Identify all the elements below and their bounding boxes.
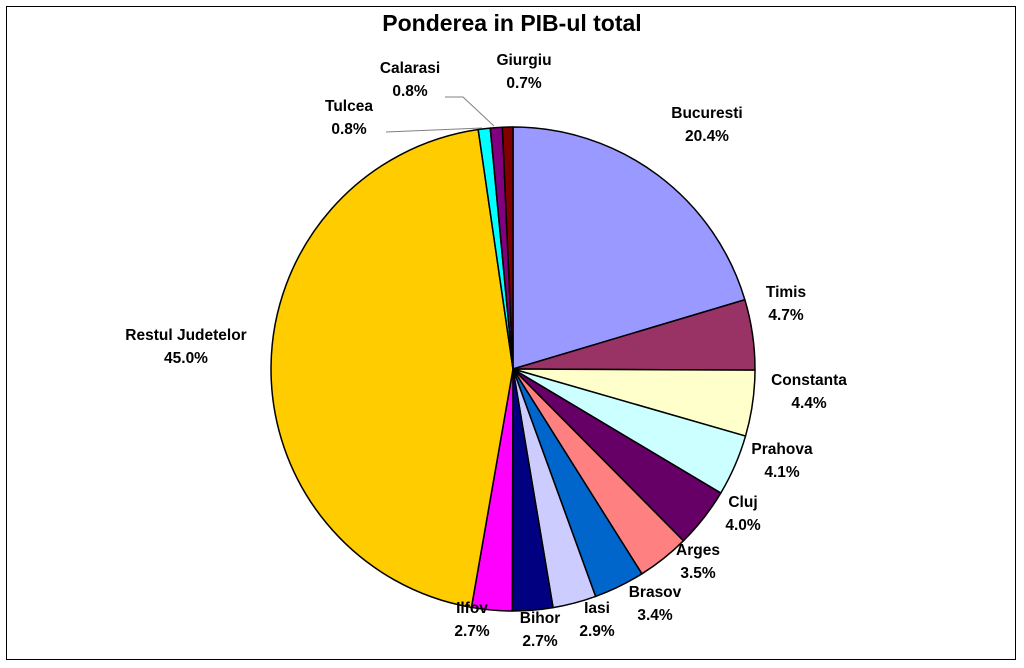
data-label-pct-constanta: 4.4%: [791, 395, 827, 412]
data-label-name-arges: Arges: [676, 542, 720, 559]
data-label-name-cluj: Cluj: [728, 494, 757, 511]
leader-line-calarasi: [445, 96, 495, 127]
pie-slice-giurgiu: [501, 126, 514, 370]
data-label-name-ilfov: Ilfov: [456, 600, 488, 617]
pie-slice-bucuresti: [512, 126, 746, 370]
data-label-pct-restul-judetelor: 45.0%: [164, 350, 208, 367]
data-label-pct-cluj: 4.0%: [725, 517, 761, 534]
data-label-pct-brasov: 3.4%: [637, 607, 673, 624]
data-label-name-restul-judetelor: Restul Judetelor: [125, 327, 246, 344]
data-label-pct-giurgiu: 0.7%: [506, 75, 542, 92]
data-label-name-tulcea: Tulcea: [325, 98, 373, 115]
data-label-pct-timis: 4.7%: [768, 307, 804, 324]
data-label-pct-calarasi: 0.8%: [392, 83, 428, 100]
chart-title: Ponderea in PIB-ul total: [382, 10, 642, 36]
leader-line-tulcea: [385, 127, 483, 133]
data-label-name-calarasi: Calarasi: [380, 60, 440, 77]
data-label-pct-bihor: 2.7%: [522, 633, 558, 650]
pie-slice-restul-judetelor: [270, 128, 514, 609]
data-label-name-brasov: Brasov: [629, 584, 682, 601]
data-label-pct-prahova: 4.1%: [764, 464, 800, 481]
data-label-pct-bucuresti: 20.4%: [685, 128, 729, 145]
data-label-name-timis: Timis: [766, 284, 806, 301]
data-label-pct-arges: 3.5%: [680, 565, 716, 582]
data-label-name-iasi: Iasi: [584, 600, 610, 617]
data-label-pct-tulcea: 0.8%: [331, 121, 367, 138]
data-label-pct-iasi: 2.9%: [579, 623, 615, 640]
data-label-pct-ilfov: 2.7%: [454, 623, 490, 640]
data-label-name-giurgiu: Giurgiu: [496, 52, 551, 69]
data-label-name-bihor: Bihor: [520, 610, 560, 627]
data-label-name-bucuresti: Bucuresti: [671, 105, 743, 122]
data-label-name-constanta: Constanta: [771, 372, 847, 389]
data-label-name-prahova: Prahova: [751, 441, 813, 458]
